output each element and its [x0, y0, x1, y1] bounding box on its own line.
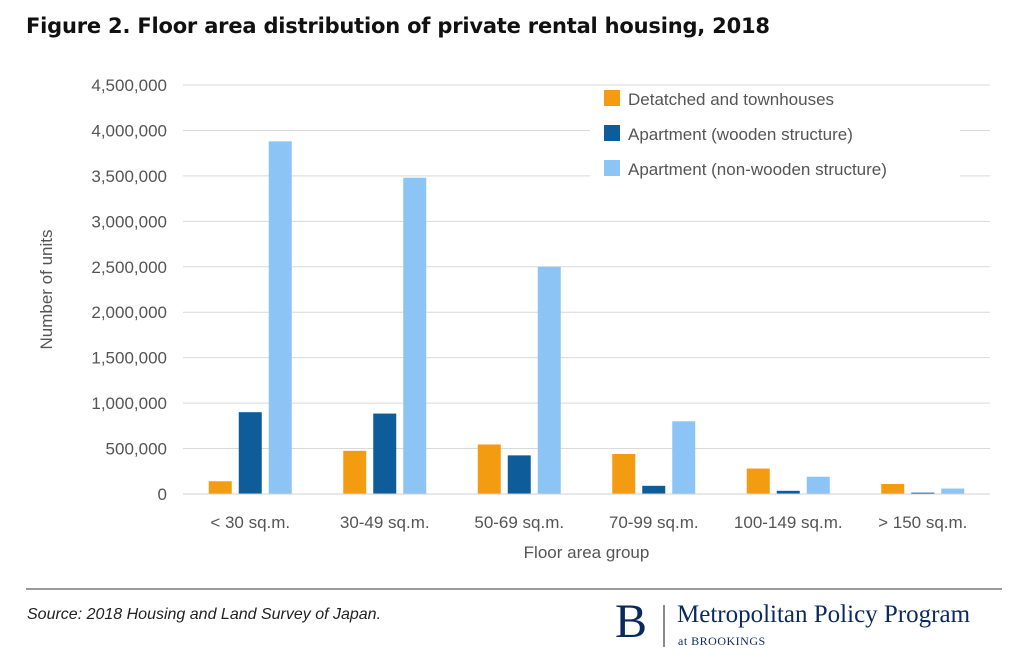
legend-label: Apartment (wooden structure): [628, 125, 853, 144]
legend: Detatched and townhouses Apartment (woode…: [590, 86, 960, 184]
bar: [806, 476, 830, 494]
bar: [238, 412, 262, 494]
legend-label: Apartment (non-wooden structure): [628, 160, 887, 179]
bar: [881, 484, 905, 494]
bar-chart: 0 500,000 1,000,000 1,500,000 2,000,000 2,500…: [37, 76, 990, 562]
x-axis-tick-labels: < 30 sq.m. 30-49 sq.m. 50-69 sq.m. 70-99 sq…: [210, 513, 967, 532]
x-axis-label: Floor area group: [524, 543, 650, 562]
bar: [373, 413, 397, 494]
source-note: Source: 2018 Housing and Land Survey of …: [27, 606, 382, 623]
y-tick-label: 2,000,000: [91, 303, 167, 322]
bar: [507, 455, 531, 494]
y-tick-label: 2,500,000: [91, 258, 167, 277]
y-tick-label: 500,000: [106, 440, 167, 459]
y-tick-label: 3,000,000: [91, 212, 167, 231]
y-axis-tick-labels: 0 500,000 1,000,000 1,500,000 2,000,000 2,500…: [91, 76, 167, 504]
bar: [776, 490, 800, 494]
bar: [208, 481, 232, 494]
logo-program-name: Metropolitan Policy Program: [677, 601, 971, 628]
x-tick-label: 50-69 sq.m.: [474, 513, 564, 532]
bar: [537, 266, 561, 494]
bar: [612, 454, 636, 494]
y-tick-label: 3,500,000: [91, 167, 167, 186]
x-tick-label: 30-49 sq.m.: [340, 513, 430, 532]
footer-divider: [26, 588, 1002, 590]
legend-swatch: [604, 160, 620, 176]
y-tick-label: 1,000,000: [91, 394, 167, 413]
x-tick-label: > 150 sq.m.: [878, 513, 967, 532]
brookings-logo-mark: B: [615, 595, 648, 648]
bar: [403, 177, 427, 494]
bar: [477, 444, 501, 494]
bar: [343, 450, 367, 494]
bar: [268, 141, 292, 494]
x-tick-label: < 30 sq.m.: [210, 513, 290, 532]
bar: [746, 468, 770, 494]
y-tick-label: 4,000,000: [91, 121, 167, 140]
bar: [941, 488, 965, 494]
logo-divider: [663, 605, 665, 647]
legend-swatch: [604, 90, 620, 106]
y-tick-label: 0: [158, 485, 167, 504]
legend-label: Detatched and townhouses: [628, 90, 834, 109]
legend-swatch: [604, 125, 620, 141]
bar: [911, 492, 935, 494]
y-tick-label: 4,500,000: [91, 76, 167, 95]
y-tick-label: 1,500,000: [91, 349, 167, 368]
bars: [208, 141, 965, 494]
logo-subtitle: at BROOKINGS: [678, 634, 766, 648]
y-axis-label: Number of units: [37, 230, 56, 350]
bar: [672, 421, 696, 494]
x-tick-label: 100-149 sq.m.: [734, 513, 843, 532]
bar: [642, 485, 666, 494]
chart-title: Figure 2. Floor area distribution of pri…: [26, 14, 770, 38]
x-tick-label: 70-99 sq.m.: [609, 513, 699, 532]
legend-background: [590, 86, 960, 184]
